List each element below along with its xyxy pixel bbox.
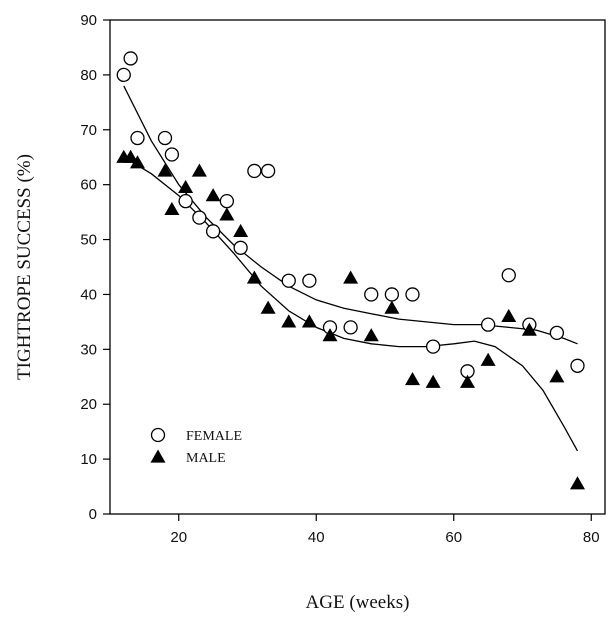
y-tick-label: 20 (80, 396, 97, 413)
female-point (480, 317, 496, 332)
data-points (116, 51, 585, 490)
plot-frame (109, 19, 606, 515)
legend-marker-male (150, 449, 166, 463)
female-point (130, 130, 145, 146)
male-point (460, 374, 475, 388)
female-point (116, 67, 131, 83)
legend-label-male: MALE (186, 451, 226, 466)
male-point (260, 300, 276, 314)
female-point (219, 193, 235, 209)
female-point (233, 240, 248, 255)
y-tick-label: 80 (80, 67, 97, 84)
legend-label-female: FEMALE (186, 429, 242, 444)
female-point (157, 130, 173, 146)
fit-curve-female (123, 85, 578, 345)
y-axis-title: TIGHTROPE SUCCESS (%) (14, 154, 35, 380)
male-point (501, 308, 517, 323)
female-point (281, 273, 296, 288)
y-tick-label: 90 (80, 12, 97, 29)
female-point (260, 163, 276, 179)
male-point (157, 163, 173, 177)
y-tick-label: 0 (89, 506, 97, 523)
x-tick-label: 80 (583, 529, 600, 546)
female-point (123, 51, 138, 66)
legend-marker-female (150, 427, 166, 443)
x-tick-label: 60 (445, 529, 462, 546)
male-point (343, 270, 359, 284)
y-axis: 0 10 20 30 40 50 60 70 80 90 (80, 12, 110, 523)
x-tick-label: 40 (308, 529, 325, 546)
y-tick-label: 30 (80, 341, 97, 358)
female-point (192, 210, 207, 225)
male-point (549, 369, 565, 383)
male-point (130, 155, 145, 169)
fit-curve-male (123, 156, 579, 452)
male-point (301, 314, 317, 328)
female-point (570, 358, 585, 373)
y-tick-label: 60 (80, 177, 97, 194)
male-point (205, 188, 221, 202)
female-point (364, 287, 379, 302)
male-point (363, 328, 379, 342)
male-point (570, 476, 585, 490)
female-point (343, 320, 358, 335)
female-point (384, 287, 400, 302)
male-point (480, 352, 496, 366)
male-point (246, 270, 262, 284)
male-point (521, 322, 537, 336)
x-axis: 20 40 60 80 (170, 514, 600, 546)
legend: FEMALE MALE (150, 427, 242, 466)
male-point (191, 163, 207, 177)
female-point (425, 339, 441, 354)
y-tick-label: 50 (80, 232, 97, 249)
female-point (405, 287, 420, 302)
male-point (384, 300, 400, 314)
male-point (164, 201, 180, 215)
female-point (549, 325, 565, 341)
male-point (123, 149, 139, 163)
y-tick-label: 40 (80, 286, 97, 303)
male-point (233, 223, 249, 237)
male-point (219, 207, 235, 221)
y-tick-label: 70 (80, 122, 97, 139)
x-tick-label: 20 (170, 529, 187, 546)
female-point (247, 163, 262, 179)
x-axis-title: AGE (weeks) (306, 592, 410, 613)
female-point (178, 193, 193, 209)
male-point (405, 372, 420, 386)
female-point (164, 147, 180, 162)
female-point (501, 268, 516, 283)
female-point (205, 224, 221, 239)
male-point (425, 374, 441, 388)
y-tick-label: 10 (80, 451, 97, 468)
male-point (322, 328, 338, 342)
male-point (281, 314, 297, 328)
plot-border (109, 19, 606, 515)
male-point (178, 179, 194, 194)
female-point (302, 273, 317, 288)
